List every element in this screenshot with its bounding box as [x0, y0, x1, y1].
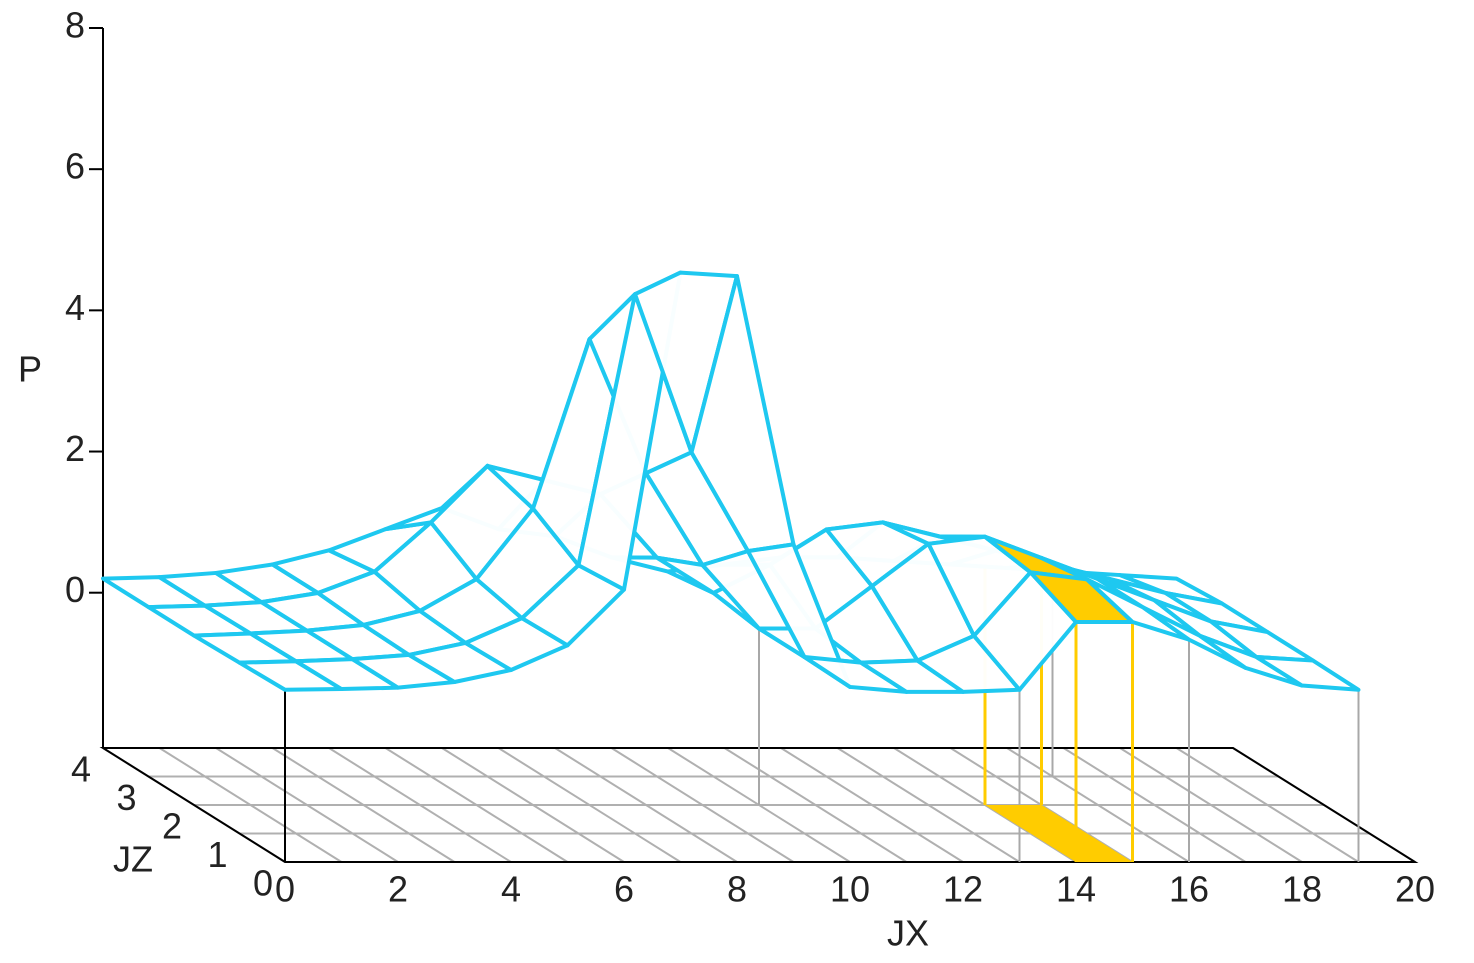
y-tick-label: 0: [65, 569, 85, 610]
floor-grid-line: [554, 747, 738, 863]
z-tick-label: 3: [116, 777, 136, 818]
surface-cell: [1254, 655, 1361, 692]
x-tick-label: 12: [943, 869, 983, 910]
floor-grid-line: [1062, 747, 1247, 863]
floor-grid-line: [271, 747, 456, 863]
floor-grid-line: [780, 747, 964, 863]
x-tick-label: 8: [727, 869, 747, 910]
x-tick-label: 2: [388, 869, 408, 910]
x-tick-label: 16: [1169, 869, 1209, 910]
x-tick-label: 10: [830, 869, 870, 910]
z-tick-label: 2: [162, 806, 182, 847]
z-tick-label: 0: [253, 863, 273, 904]
floor-grid-line: [441, 747, 625, 863]
floor-grid-line: [1119, 747, 1303, 863]
floor-grid-line: [497, 747, 682, 863]
floor-grid-line: [158, 747, 343, 863]
y-tick-label: 2: [65, 428, 85, 469]
x-tick-label: 20: [1395, 869, 1435, 910]
z-tick-label: 1: [207, 834, 227, 875]
z-axis-label: JZ: [113, 839, 153, 880]
y-axis-label: P: [18, 349, 42, 390]
floor-grid-line: [328, 747, 512, 863]
floor-grid-line: [836, 747, 1021, 863]
highlight-floor: [985, 805, 1133, 862]
x-tick-label: 6: [614, 869, 634, 910]
floor-grid-line: [1006, 747, 1190, 863]
z-tick-label: 4: [71, 749, 91, 790]
floor-grid-line: [723, 747, 908, 863]
floor-grid-line: [215, 747, 399, 863]
floor-grid-line: [1175, 747, 1360, 863]
x-tick-label: 4: [501, 869, 521, 910]
floor-grid-line: [384, 747, 569, 863]
x-axis-label: JX: [887, 913, 929, 954]
floor-border: [99, 747, 1419, 863]
y-tick-label: 6: [65, 146, 85, 187]
floor-grid-line: [610, 747, 795, 863]
x-tick-label: 0: [275, 869, 295, 910]
x-tick-label: 18: [1282, 869, 1322, 910]
x-tick-label: 14: [1056, 869, 1096, 910]
y-tick-label: 8: [65, 5, 85, 46]
y-tick-label: 4: [65, 287, 85, 328]
